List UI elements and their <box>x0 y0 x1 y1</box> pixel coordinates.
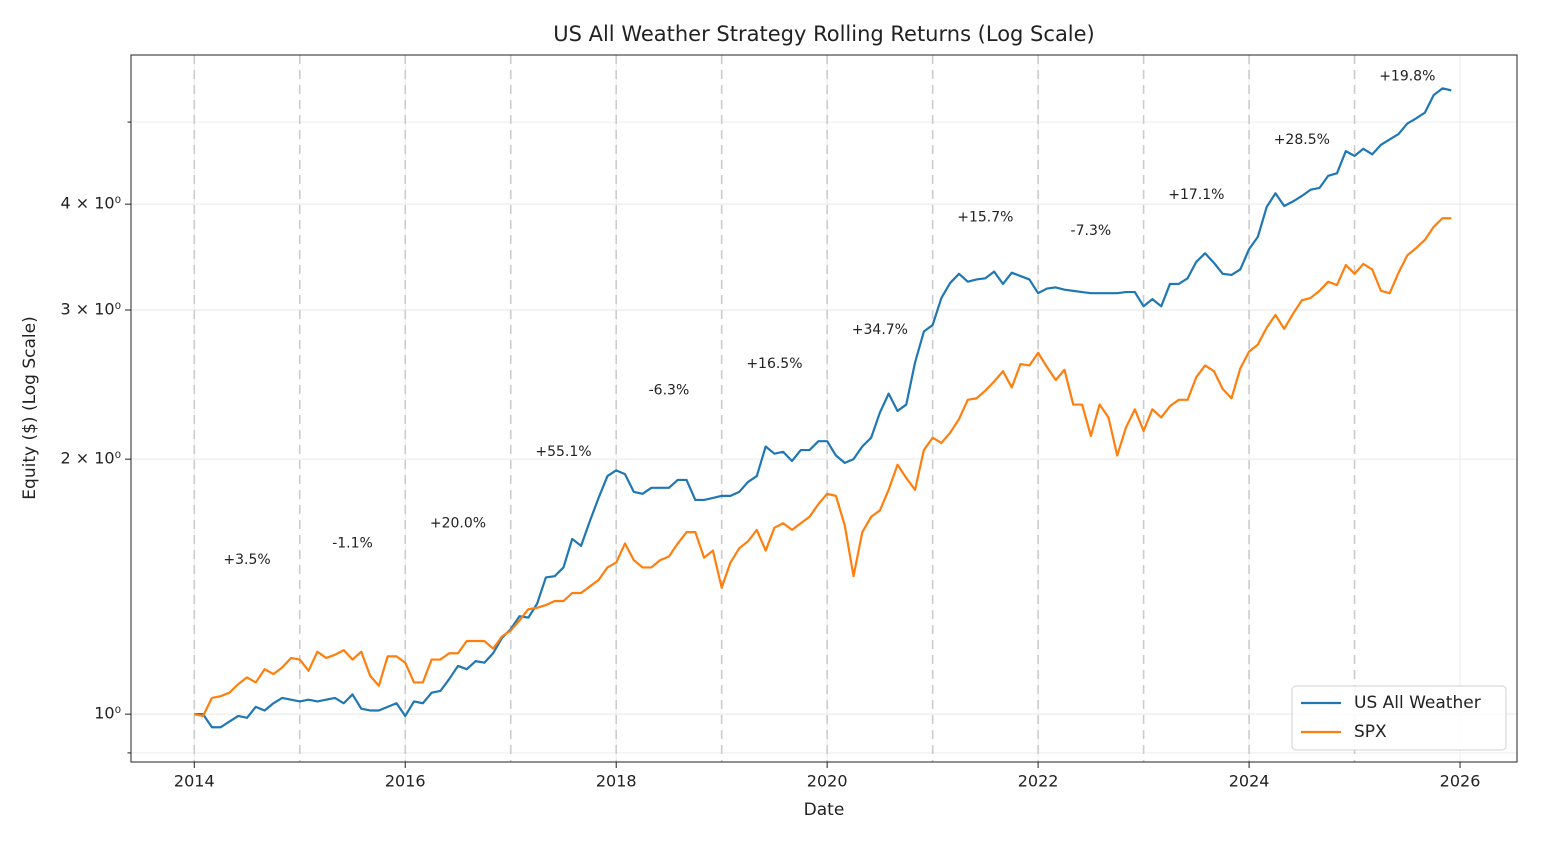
x-tick-label: 2016 <box>385 772 426 791</box>
y-axis-label: Equity ($) (Log Scale) <box>20 316 40 499</box>
x-tick-label: 2018 <box>596 772 637 791</box>
annotation: +17.1% <box>1168 187 1224 203</box>
legend-label: US All Weather <box>1354 693 1481 713</box>
x-tick-label: 2026 <box>1440 772 1481 791</box>
annotation: -6.3% <box>649 383 690 399</box>
annotation: +28.5% <box>1274 132 1330 148</box>
annotation: +20.0% <box>430 515 486 531</box>
annotation: -7.3% <box>1071 223 1112 239</box>
series-line <box>194 87 1452 729</box>
legend-box <box>1291 685 1507 751</box>
x-tick-label: 2022 <box>1018 772 1059 791</box>
y-tick-label: 2 × 10⁰ <box>60 449 121 468</box>
legend: US All Weather SPX <box>1291 685 1507 751</box>
y-tick-label: 3 × 10⁰ <box>60 299 121 318</box>
x-tick-label: 2020 <box>807 772 848 791</box>
y-tick-label: 10⁰ <box>94 704 121 723</box>
chart-title: US All Weather Strategy Rolling Returns … <box>553 22 1095 46</box>
annotation: +3.5% <box>223 552 270 568</box>
plot-frame <box>130 54 1518 763</box>
annotation: +55.1% <box>535 444 591 460</box>
annotation: +16.5% <box>746 356 802 372</box>
y-tick-label: 4 × 10⁰ <box>60 194 121 213</box>
x-tick-label: 2024 <box>1229 772 1270 791</box>
x-tick-label: 2014 <box>174 772 215 791</box>
legend-label: SPX <box>1354 722 1387 742</box>
annotation: +19.8% <box>1379 68 1435 84</box>
annotation: -1.1% <box>332 536 373 552</box>
x-axis-label: Date <box>804 800 845 820</box>
annotation: +34.7% <box>852 322 908 338</box>
series-line <box>194 217 1452 718</box>
annotation: +15.7% <box>957 209 1013 225</box>
grid <box>131 55 1517 762</box>
